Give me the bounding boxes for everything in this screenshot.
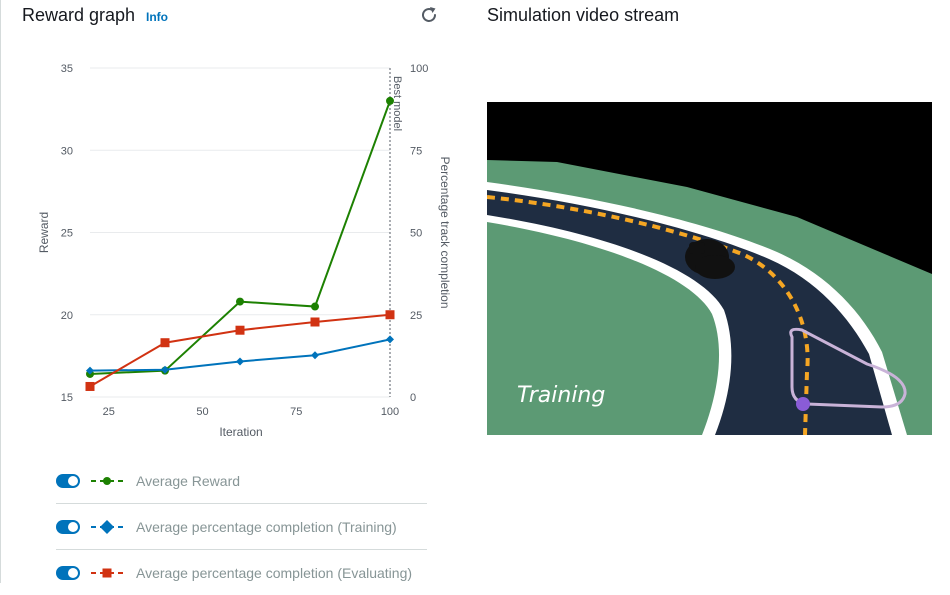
video-stream-title: Simulation video stream: [487, 5, 680, 25]
reward-chart: 15 20 25 30 35 0 25 50 75 100 25 50 75 100 Iteration Re…: [37, 63, 452, 439]
y-left-tick-label: 20: [61, 310, 73, 322]
refresh-icon[interactable]: [419, 5, 439, 25]
data-point: [386, 335, 394, 344]
y-left-tick-label: 25: [61, 228, 73, 240]
legend-swatch-icon: [91, 519, 123, 534]
data-point: [311, 302, 319, 311]
data-point: [86, 366, 94, 375]
legend-item: Average percentage completion (Evaluatin…: [56, 550, 427, 595]
best-model-label: Best model: [391, 76, 403, 131]
panel-divider: [0, 0, 1, 583]
y-left-axis-label: Reward: [37, 212, 51, 253]
y-left-tick-label: 15: [61, 392, 73, 404]
info-link[interactable]: Info: [146, 10, 168, 24]
data-point: [85, 381, 95, 391]
x-axis-label: Iteration: [219, 425, 262, 439]
series-line: [89, 313, 391, 388]
data-point: [311, 351, 319, 360]
y-right-tick-label: 75: [410, 145, 422, 157]
legend-swatch-icon: [91, 476, 123, 485]
y-right-tick-label: 50: [410, 228, 422, 240]
legend-toggle[interactable]: [56, 519, 80, 534]
video-overlay-label: Training: [517, 383, 605, 408]
data-point: [235, 325, 245, 335]
y-left-tick-label: 35: [61, 63, 73, 75]
legend-label: Average percentage completion (Training): [136, 518, 397, 535]
y-right-tick-label: 25: [410, 310, 422, 322]
data-point: [236, 357, 244, 366]
legend-label: Average Reward: [136, 472, 241, 489]
simulation-video: Training: [487, 102, 932, 435]
x-tick-label: 50: [196, 406, 208, 418]
legend-toggle[interactable]: [56, 473, 80, 488]
legend-item: Average Reward: [56, 458, 427, 504]
y-right-tick-label: 100: [410, 63, 428, 75]
legend-label: Average percentage completion (Evaluatin…: [136, 564, 413, 581]
y-right-axis-label: Percentage track completion: [438, 156, 452, 308]
x-tick-label: 100: [381, 406, 399, 418]
data-point: [160, 338, 170, 348]
data-point: [161, 365, 169, 374]
data-point: [385, 310, 395, 320]
track-scene: Training: [487, 102, 932, 435]
x-tick-label: 75: [290, 406, 302, 418]
reward-graph-title: Reward graph: [22, 5, 136, 25]
data-point: [386, 96, 394, 105]
data-point: [310, 317, 320, 327]
series-line: [89, 338, 391, 372]
data-point: [236, 297, 244, 306]
y-left-tick-label: 30: [61, 145, 73, 157]
chart-legend: Average Reward Average percentage complet…: [56, 458, 427, 595]
y-right-tick-label: 0: [410, 392, 416, 404]
legend-item: Average percentage completion (Training): [56, 504, 427, 550]
x-tick-label: 25: [103, 406, 115, 418]
legend-swatch-icon: [91, 568, 123, 577]
legend-toggle[interactable]: [56, 565, 80, 580]
